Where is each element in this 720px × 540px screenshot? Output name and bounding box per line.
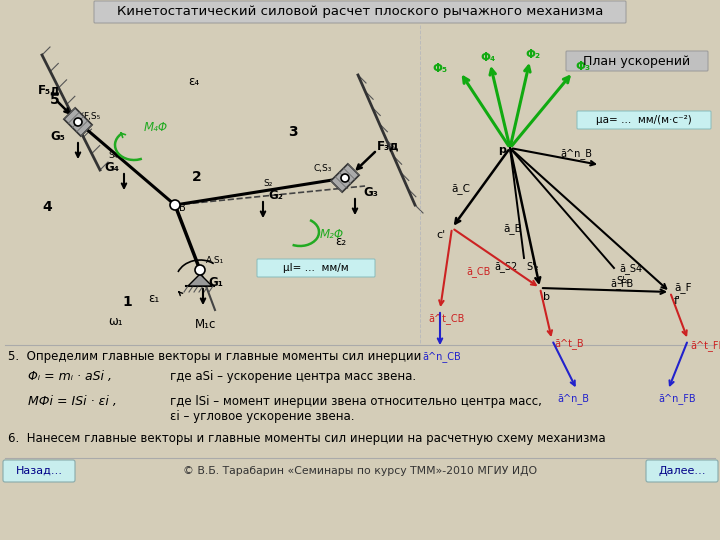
Text: f': f' [674,296,681,306]
Text: S'₂: S'₂ [526,262,539,272]
Text: где aSi – ускорение центра масс звена.: где aSi – ускорение центра масс звена. [170,370,416,383]
Text: ā^t_FB: ā^t_FB [690,340,720,351]
Text: B: B [179,203,186,213]
FancyBboxPatch shape [646,460,718,482]
Text: ā_CB: ā_CB [466,266,490,277]
Text: 5.  Определим главные векторы и главные моменты сил инерции: 5. Определим главные векторы и главные м… [8,350,421,363]
Text: Кинетостатический силовой расчет плоского рычажного механизма: Кинетостатический силовой расчет плоског… [117,5,603,18]
Text: b: b [543,292,550,302]
Polygon shape [64,108,92,136]
Circle shape [74,118,82,126]
Text: ā_C: ā_C [451,183,470,194]
Text: ā^t_CB: ā^t_CB [428,313,464,324]
Text: c': c' [436,230,445,240]
Text: M₄Φ: M₄Φ [144,121,168,134]
Circle shape [170,200,180,210]
Text: Φ₂: Φ₂ [525,48,540,61]
Text: μa= …  мм/(м·с⁻²): μa= … мм/(м·с⁻²) [596,115,692,125]
FancyBboxPatch shape [566,51,708,71]
Text: ε₁: ε₁ [148,292,159,305]
Text: F₅д: F₅д [38,84,60,97]
Text: G₄: G₄ [104,161,119,174]
Polygon shape [188,274,212,286]
Text: S'₄: S'₄ [616,276,629,286]
Text: Φ₄: Φ₄ [480,51,495,64]
Text: ε₂: ε₂ [335,235,346,248]
Text: p: p [498,145,506,155]
Text: ā_S4: ā_S4 [619,263,642,274]
Text: ε₄: ε₄ [188,75,199,88]
Text: 6.  Нанесем главные векторы и главные моменты сил инерции на расчетную схему мех: 6. Нанесем главные векторы и главные мом… [8,432,606,445]
Text: 5: 5 [50,93,60,107]
Text: εi – угловое ускорение звена.: εi – угловое ускорение звена. [170,410,354,423]
Text: S₄: S₄ [108,151,117,160]
Text: 4: 4 [42,200,52,214]
Text: G₃: G₃ [363,186,378,199]
Text: ā^n_B: ā^n_B [557,393,589,404]
Text: F,S₅: F,S₅ [83,112,100,121]
Text: где lSi – момент инерции звена относительно центра масс,: где lSi – момент инерции звена относител… [170,395,542,408]
Text: ω₁: ω₁ [108,315,122,328]
Circle shape [195,265,205,275]
Text: Φ₃: Φ₃ [575,60,590,73]
Text: © В.Б. Тарабарин «Семинары по курсу ТММ»-2010 МГИУ ИДО: © В.Б. Тарабарин «Семинары по курсу ТММ»… [183,466,537,476]
Text: ā^n_B: ā^n_B [560,148,592,159]
Text: MФi = ISi · εi ,: MФi = ISi · εi , [28,395,117,408]
FancyBboxPatch shape [3,460,75,482]
Text: ā_FB: ā_FB [610,278,634,289]
Text: ā^n_FB: ā^n_FB [658,393,696,404]
Text: 3: 3 [288,125,297,139]
Text: Φ₅: Φ₅ [432,62,447,75]
Text: Далее…: Далее… [658,466,706,476]
FancyBboxPatch shape [577,111,711,129]
Text: ā_S2: ā_S2 [494,261,517,272]
Text: 1: 1 [122,295,132,309]
Text: План ускорений: План ускорений [583,55,690,68]
Text: S₂: S₂ [263,179,272,188]
Text: μl= …  мм/м: μl= … мм/м [283,263,348,273]
Text: C,S₃: C,S₃ [313,164,331,173]
Text: M₁с: M₁с [195,318,217,331]
Text: Φᵢ = mᵢ · aSi ,: Φᵢ = mᵢ · aSi , [28,370,112,383]
FancyBboxPatch shape [257,259,375,277]
Text: G₁: G₁ [208,276,223,289]
Text: 2: 2 [192,170,202,184]
Circle shape [341,174,349,182]
Text: F₃д: F₃д [377,140,400,153]
Polygon shape [331,164,359,192]
FancyBboxPatch shape [94,1,626,23]
Text: ā^t_B: ā^t_B [554,338,584,349]
Text: Назад…: Назад… [16,466,63,476]
Text: ā_B: ā_B [503,223,522,234]
Text: ā^n_CB: ā^n_CB [422,351,461,362]
Text: G₂: G₂ [268,189,283,202]
Text: ā_F: ā_F [674,282,691,293]
Text: M₂Φ: M₂Φ [320,228,344,241]
Text: G₅: G₅ [50,130,65,143]
Text: A,S₁: A,S₁ [206,256,224,265]
